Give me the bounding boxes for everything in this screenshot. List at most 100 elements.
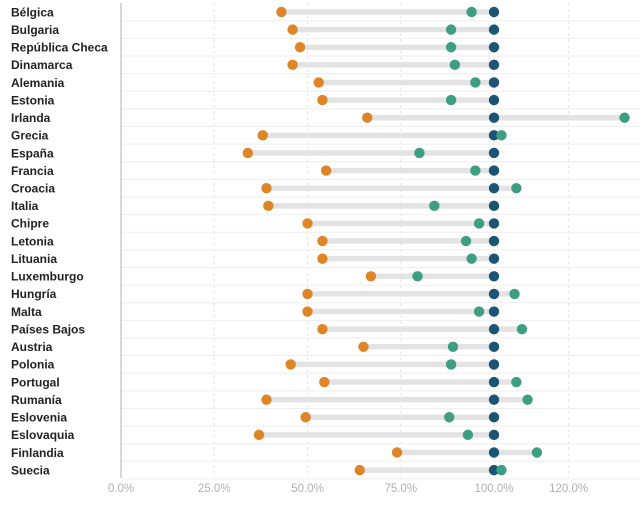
country-label: Malta xyxy=(11,305,42,319)
green-point xyxy=(414,147,425,159)
green-point xyxy=(466,6,477,18)
green-point xyxy=(445,94,457,106)
orange-point xyxy=(354,464,365,476)
navy-point xyxy=(488,165,500,176)
country-label: Dinamarca xyxy=(11,58,73,72)
x-tick-label: 50.0% xyxy=(291,483,324,495)
navy-point xyxy=(488,412,500,423)
navy-point xyxy=(488,130,500,141)
country-label: Eslovaquia xyxy=(11,428,75,442)
country-label: Estonia xyxy=(11,93,55,107)
green-point xyxy=(516,323,528,335)
green-point xyxy=(496,464,507,476)
x-tick-label: 100.0% xyxy=(474,483,513,495)
navy-point xyxy=(488,253,500,264)
navy-point xyxy=(488,147,500,159)
green-point xyxy=(470,165,481,176)
green-point xyxy=(531,447,543,458)
orange-point xyxy=(276,6,287,18)
orange-point xyxy=(263,200,274,212)
green-point xyxy=(444,412,455,423)
country-label: Croacia xyxy=(11,182,55,196)
orange-point xyxy=(320,165,332,176)
green-point xyxy=(496,130,507,141)
navy-point xyxy=(488,94,500,106)
orange-point xyxy=(253,429,265,441)
country-label: Lituania xyxy=(11,252,57,266)
navy-point xyxy=(488,429,500,441)
navy-point xyxy=(488,323,500,335)
green-point xyxy=(466,253,477,264)
green-point xyxy=(429,200,440,212)
orange-point xyxy=(285,359,296,370)
orange-point xyxy=(313,77,324,88)
x-tick-labels: 0.0% 25.0% 50.0% 75.0% 100.0% 120.0% xyxy=(108,483,588,495)
green-point xyxy=(509,288,520,300)
country-label: Polonia xyxy=(11,358,55,372)
navy-point xyxy=(488,288,500,300)
orange-point xyxy=(287,24,298,35)
country-labels: Bélgica Bulgaria República Checa Dinamarca A… xyxy=(11,5,108,477)
orange-point xyxy=(257,130,268,141)
navy-point xyxy=(488,271,500,282)
navy-point xyxy=(488,306,500,317)
green-point xyxy=(445,42,457,53)
country-label: Países Bajos xyxy=(11,322,85,336)
navy-point xyxy=(488,218,500,229)
green-point xyxy=(462,429,474,441)
orange-point xyxy=(261,394,272,405)
navy-point xyxy=(488,394,500,405)
green-point xyxy=(522,394,533,405)
navy-point xyxy=(488,59,500,71)
country-label: Finlandia xyxy=(11,446,64,460)
green-point xyxy=(619,112,630,123)
country-label: Portugal xyxy=(11,375,60,389)
country-label: España xyxy=(11,146,54,160)
orange-point xyxy=(358,341,369,352)
navy-point xyxy=(488,183,500,194)
country-label: Bélgica xyxy=(11,5,54,19)
navy-point xyxy=(488,42,500,53)
country-label: Alemania xyxy=(11,76,65,90)
orange-point xyxy=(302,218,313,229)
navy-point xyxy=(488,376,500,388)
navy-point xyxy=(488,112,500,123)
orange-point xyxy=(317,253,328,264)
country-label: República Checa xyxy=(11,41,108,55)
orange-point xyxy=(317,323,328,335)
navy-point xyxy=(488,447,500,458)
country-label: Rumanía xyxy=(11,393,62,407)
country-label: Eslovenia xyxy=(11,411,67,425)
green-point xyxy=(445,24,457,35)
orange-point xyxy=(302,288,313,300)
x-tick-label: 25.0% xyxy=(198,483,231,495)
x-tick-label: 120.0% xyxy=(549,483,588,495)
orange-point xyxy=(319,376,330,388)
green-point xyxy=(412,271,423,282)
navy-point xyxy=(488,77,500,88)
orange-point xyxy=(300,412,311,423)
data-points xyxy=(242,6,630,476)
green-point xyxy=(449,59,461,71)
navy-point xyxy=(488,200,500,212)
orange-point xyxy=(294,42,306,53)
country-label: Francia xyxy=(11,164,54,178)
country-label: Chipre xyxy=(11,217,49,231)
orange-point xyxy=(261,183,272,194)
x-tick-label: 75.0% xyxy=(384,483,417,495)
green-point xyxy=(470,77,481,88)
navy-point xyxy=(488,6,500,18)
orange-point xyxy=(287,59,298,71)
green-point xyxy=(447,341,459,352)
green-point xyxy=(473,218,485,229)
country-label: Italia xyxy=(11,199,39,213)
navy-point xyxy=(488,464,500,476)
country-label: Suecia xyxy=(11,463,50,477)
green-point xyxy=(511,376,522,388)
country-label: Letonia xyxy=(11,234,54,248)
navy-point xyxy=(488,24,500,35)
country-label: Grecia xyxy=(11,129,49,143)
country-label: Irlanda xyxy=(11,111,51,125)
green-point xyxy=(445,359,457,370)
